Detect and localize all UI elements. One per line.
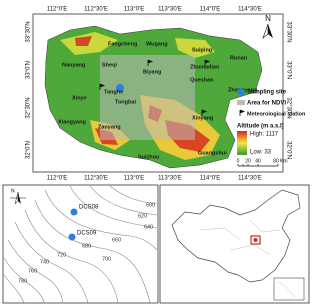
scale-label: 80 — [273, 158, 279, 164]
legend-high: High: 1117 — [250, 132, 279, 138]
place-label: Wugang — [146, 41, 168, 47]
scale-label: 20 — [245, 158, 251, 164]
place-label: Fangcheng — [108, 41, 137, 47]
lat-label: 32°30'N — [285, 97, 291, 118]
scale-unit: Km — [280, 158, 288, 164]
place-label: Queshan — [190, 77, 214, 83]
place-label: Biyang — [143, 69, 161, 75]
place-label: Suiping — [192, 47, 212, 53]
legend-symbol — [237, 88, 245, 96]
place-label: Xinyang — [192, 115, 213, 121]
contour-label: 740 — [40, 259, 49, 265]
lon-label: 113°30'E — [158, 7, 182, 13]
terrain — [75, 36, 92, 46]
legend: Sampling site Area for NDVI Meteorologic… — [237, 88, 306, 156]
figure: Fangcheng Wugang Suiping Runan Nanyang S… — [2, 7, 310, 304]
lon-label: 113°0'E — [124, 176, 144, 182]
sampling-site — [116, 84, 124, 92]
north-label: N — [11, 188, 15, 194]
north-label: N — [265, 14, 271, 23]
place-label: Zhumadian — [190, 64, 220, 70]
lon-label: 112°30'E — [84, 176, 108, 182]
lat-label: 33°30'N — [26, 21, 32, 42]
north-arrow — [268, 24, 273, 38]
altitude-ramp — [237, 131, 247, 155]
place-label: Runan — [230, 55, 248, 61]
sampling-site — [68, 233, 76, 241]
province-lines — [199, 219, 281, 256]
site-label: DCS08 — [79, 205, 99, 211]
place-label: Nanyang — [62, 62, 85, 68]
lat-label: 33°0'N — [26, 61, 32, 79]
place-label: Guangshui — [198, 150, 227, 156]
ndvi-area — [100, 55, 195, 140]
inset-frame — [273, 277, 305, 301]
scale-label: 40 — [255, 158, 261, 164]
legend-low: Low: 33 — [250, 150, 272, 156]
contour-map: N DCS08 DCS09 600 620 640 660 680 700 72… — [2, 184, 159, 304]
legend-label: Meteorological station — [247, 111, 306, 117]
legend-symbol — [237, 100, 245, 105]
lon-label: 114°0'E — [200, 176, 220, 182]
place-label: Xinye — [72, 95, 87, 101]
study-area-box — [250, 235, 261, 245]
lon-label: 112°0'E — [47, 176, 67, 182]
lon-label: 114°30'E — [238, 7, 262, 13]
contour-label: 760 — [28, 268, 37, 274]
contour-label: 720 — [57, 252, 66, 258]
study-area — [253, 238, 258, 242]
lat-label: 33°0'N — [285, 61, 291, 79]
lon-label: 113°0'E — [124, 7, 144, 13]
inset-islands — [277, 281, 297, 298]
china-map — [159, 184, 310, 304]
contour-label: 660 — [112, 237, 121, 243]
place-label: Zaoyang — [98, 124, 121, 130]
legend-label: Area for NDVI — [247, 101, 286, 107]
site-label: DCS09 — [77, 231, 97, 237]
lon-label: 112°0'E — [47, 7, 67, 13]
panel-frame — [2, 184, 159, 304]
legend-label: Sampling site — [247, 90, 287, 96]
place-label: Tanghe — [104, 89, 123, 95]
lat-label: 32°0'N — [26, 141, 32, 159]
contour-label: 680 — [82, 243, 91, 249]
place-label: Suizhou — [138, 154, 159, 160]
place-label: Sheqi — [102, 62, 117, 68]
north-arrow — [262, 23, 269, 39]
contours — [3, 185, 158, 304]
contour-label: 700 — [102, 256, 111, 262]
top-map: Fangcheng Wugang Suiping Runan Nanyang S… — [26, 7, 306, 182]
lon-label: 113°30'E — [158, 176, 182, 182]
legend-title: Altitude (m a.s.l) — [237, 124, 284, 130]
contour-label: 620 — [138, 213, 147, 219]
sampling-site — [70, 208, 78, 216]
contour-label: 600 — [146, 202, 155, 208]
lon-label: 112°30'E — [84, 7, 108, 13]
lat-label: 32°0'N — [285, 141, 291, 159]
place-label: Xiangyang — [58, 119, 86, 125]
terrain — [175, 38, 215, 58]
lon-label: 114°0'E — [200, 7, 220, 13]
place-label: Tongbai — [115, 99, 136, 105]
scale-bar: 0 20 40 80 Km — [237, 158, 288, 167]
lat-label: 33°30'N — [285, 21, 291, 42]
china-outline — [171, 189, 301, 283]
scale-label: 0 — [237, 158, 240, 164]
lat-label: 32°30'N — [26, 97, 32, 118]
lon-label: 114°30'E — [238, 176, 262, 182]
legend-symbol — [239, 109, 246, 116]
stations — [99, 59, 211, 116]
contour-label: 780 — [18, 278, 27, 284]
contour-label: 640 — [144, 224, 153, 230]
lon-labels: 112°0'E 112°30'E 113°0'E 113°30'E 114°0'… — [26, 7, 292, 182]
